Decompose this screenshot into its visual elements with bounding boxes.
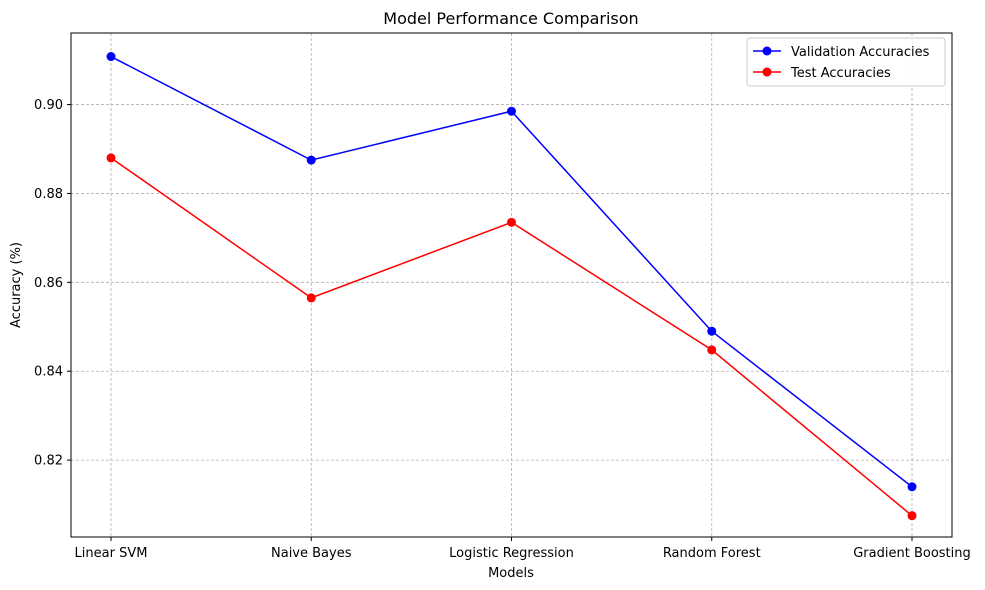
legend: Validation Accuracies Test Accuracies: [746, 37, 946, 87]
x-tick-label: Logistic Regression: [449, 546, 574, 561]
series-1-point: [907, 511, 917, 521]
y-tick-label: 0.84: [34, 365, 63, 380]
x-axis-label: Models: [488, 566, 534, 581]
grid-layer: [71, 33, 952, 537]
series-line-0: [110, 55, 913, 488]
y-tick-label: 0.86: [34, 276, 63, 291]
y-tick-label: 0.82: [34, 454, 63, 469]
x-tick-label: Linear SVM: [75, 546, 148, 561]
series-0-point: [707, 326, 717, 336]
legend-marker-validation: [762, 46, 772, 56]
series-line-1: [110, 157, 913, 517]
series-0-point: [306, 155, 316, 165]
series-0-point: [507, 106, 516, 116]
legend-label-test: Test Accuracies: [790, 66, 891, 81]
y-tick-label: 0.88: [34, 187, 63, 202]
axis-layer: Linear SVM Naive Bayes Logistic Regression…: [34, 98, 971, 561]
legend-box: [746, 37, 946, 87]
series-1-point: [707, 345, 717, 355]
legend-marker-test: [762, 67, 772, 77]
chart-title: Model Performance Comparison: [383, 9, 638, 28]
x-tick-label: Gradient Boosting: [853, 546, 971, 561]
x-tick-label: Random Forest: [663, 546, 761, 561]
legend-label-validation: Validation Accuracies: [791, 45, 930, 60]
series-1-point: [106, 153, 116, 163]
series-0-point: [106, 52, 116, 62]
y-tick-label: 0.90: [34, 98, 63, 113]
series-0-point: [907, 482, 917, 492]
series-1-point: [306, 293, 316, 303]
x-tick-label: Naive Bayes: [271, 546, 352, 561]
y-axis-label: Accuracy (%): [9, 242, 24, 328]
series-layer: [106, 52, 917, 521]
series-1-point: [507, 217, 516, 227]
